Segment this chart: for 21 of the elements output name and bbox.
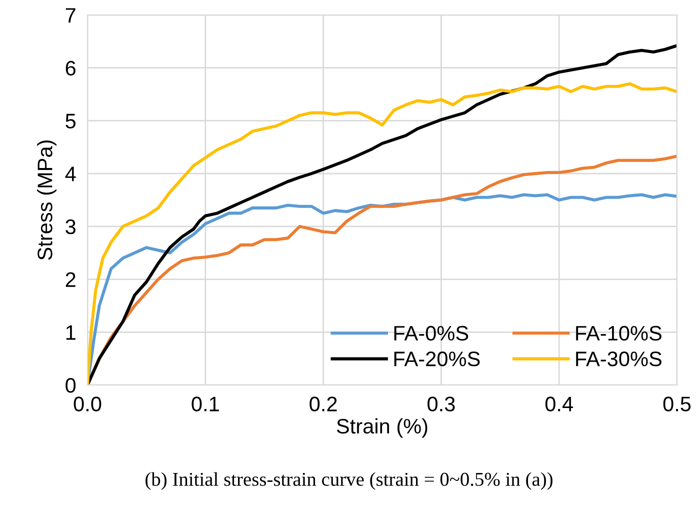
legend-label: FA-20%S [394, 352, 480, 366]
y-tick-label: 3 [66, 219, 76, 234]
legend-label: FA-10%S [576, 326, 662, 341]
x-tick-label: 0.2 [310, 396, 337, 412]
legend-label: FA-30%S [576, 352, 662, 366]
y-tick-label: 0 [66, 378, 76, 393]
text: (b) Initial stress-strain curve (strain = 0~0.5% in (a)) [146, 472, 552, 490]
x-tick-label: 0.4 [545, 396, 573, 412]
y-tick-label: 2 [66, 272, 76, 287]
x-axis-title: Strain (%) [336, 418, 428, 438]
y-tick-label: 5 [66, 114, 76, 128]
y-tick-label: 6 [66, 60, 76, 76]
y-tick-label: 4 [65, 166, 76, 182]
x-tick-label: 0.0 [74, 396, 102, 412]
x-tick-label: 0.1 [192, 396, 219, 412]
x-tick-label: 0.3 [428, 396, 455, 412]
y-axis-title: Stress (MPa) [37, 140, 56, 260]
y-tick-label: 1 [66, 325, 76, 340]
legend-label: FA-0%S [394, 326, 468, 341]
y-tick-label: 7 [66, 8, 76, 23]
x-tick-label: 0.5 [663, 396, 691, 412]
